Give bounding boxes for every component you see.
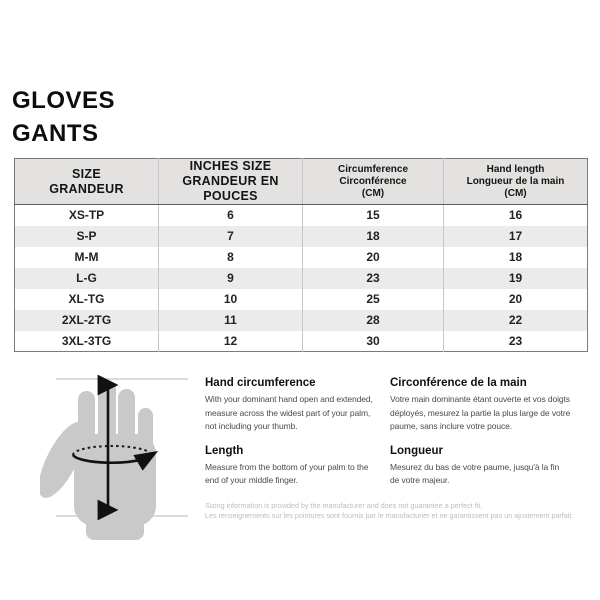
cell-hand-length: 17 xyxy=(443,225,588,247)
hand-circumference-text-fr: Votre main dominante étant ouverte et vo… xyxy=(390,394,571,431)
length-title-en: Length xyxy=(205,444,244,457)
cell-hand-length: 20 xyxy=(443,288,588,310)
cell-circumference: 18 xyxy=(302,225,444,247)
header-inches-size: INCHES SIZE GRANDEUR EN POUCES xyxy=(158,158,303,205)
cell-inches: 10 xyxy=(158,288,303,310)
size-table: SIZE GRANDEUR INCHES SIZE GRANDEUR EN PO… xyxy=(14,158,588,352)
hand-circumference-title-fr: Circonférence de la main xyxy=(390,377,527,389)
cell-size: XL-TG xyxy=(68,292,105,306)
disclaimer-en: Sizing information is provided by the ma… xyxy=(205,501,483,510)
header-circumference: Circumference Circonférence (CM) xyxy=(302,158,444,205)
table-row: L-G 9 23 19 xyxy=(14,267,588,289)
cell-size: M-M xyxy=(74,250,99,264)
page-title-en: GLOVES xyxy=(12,87,116,114)
cell-hand-length: 19 xyxy=(443,267,588,289)
cell-inches: 8 xyxy=(158,246,303,268)
table-row: XL-TG 10 25 20 xyxy=(15,288,588,310)
cell-circumference: 28 xyxy=(302,309,444,331)
hand-diagram-svg xyxy=(38,374,188,540)
disclaimer-fr: Les renseignements sur les pointures son… xyxy=(205,511,574,520)
length-text-en: Measure from the bottom of your palm to … xyxy=(205,461,369,486)
page-title: GLOVES GANTS xyxy=(12,84,115,150)
cell-inches: 11 xyxy=(158,309,303,331)
page-title-fr: GANTS xyxy=(12,120,99,147)
hand-measurement-diagram xyxy=(38,368,190,540)
cell-hand-length: 18 xyxy=(443,246,588,268)
table-row: S-P 7 18 17 xyxy=(14,225,588,247)
table-row: 2XL-2TG 11 28 22 xyxy=(14,309,588,331)
cell-size: XS-TP xyxy=(68,208,105,223)
length-text-fr: Mesurez du bas de votre paume, jusqu'à l… xyxy=(390,461,560,486)
table-row: 3XL-3TG 12 30 23 xyxy=(15,330,588,352)
hand-circumference-text-en: With your dominant hand open and extende… xyxy=(205,394,373,431)
header-size: SIZE GRANDEUR xyxy=(14,158,159,205)
cell-size: 2XL-2TG xyxy=(61,313,112,327)
table-row: M-M 8 20 18 xyxy=(15,246,588,268)
cell-hand-length: 23 xyxy=(443,330,588,352)
cell-size: L-G xyxy=(76,271,97,285)
size-table-header-row: SIZE GRANDEUR INCHES SIZE GRANDEUR EN PO… xyxy=(14,158,588,205)
sizing-disclaimer: Sizing information is provided by the ma… xyxy=(205,501,597,521)
hand-circumference-title-en: Hand circumference xyxy=(205,377,316,389)
cell-circumference: 15 xyxy=(302,204,444,226)
cell-hand-length: 16 xyxy=(443,204,588,226)
cell-inches: 6 xyxy=(158,204,303,226)
cell-circumference: 30 xyxy=(302,330,444,352)
cell-circumference: 20 xyxy=(302,246,444,268)
cell-inches: 9 xyxy=(158,267,303,289)
cell-circumference: 23 xyxy=(302,267,444,289)
instructions-french: Circonférence de la main Votre main domi… xyxy=(390,377,592,499)
cell-circumference: 25 xyxy=(302,288,444,310)
header-hand-length: Hand length Longueur de la main (CM) xyxy=(443,158,588,205)
length-title-fr: Longueur xyxy=(390,444,444,457)
cell-hand-length: 22 xyxy=(443,309,588,331)
cell-size: S-P xyxy=(76,229,97,243)
cell-size: 3XL-3TG xyxy=(61,333,112,348)
instructions-english: Hand circumference With your dominant ha… xyxy=(205,377,385,499)
table-row: XS-TP 6 15 16 xyxy=(15,204,588,226)
cell-inches: 7 xyxy=(158,225,303,247)
cell-inches: 12 xyxy=(158,330,303,352)
